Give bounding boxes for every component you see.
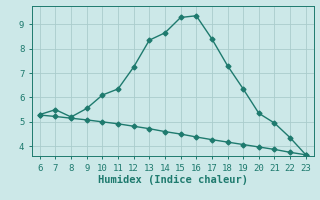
X-axis label: Humidex (Indice chaleur): Humidex (Indice chaleur) xyxy=(98,175,248,185)
